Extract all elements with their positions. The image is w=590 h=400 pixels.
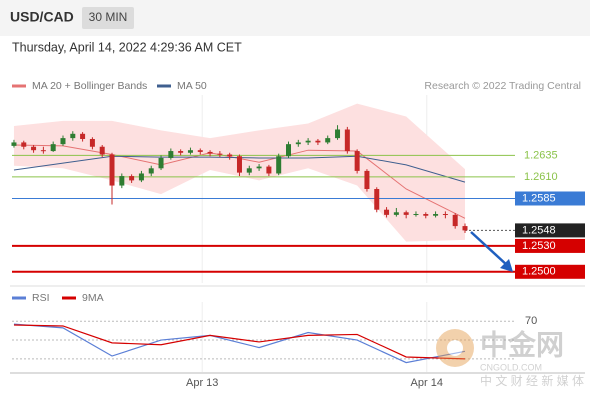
level-label-box <box>515 223 585 238</box>
candle-body <box>374 189 380 210</box>
candle-body <box>236 156 242 173</box>
legend-label: MA 50 <box>177 80 207 92</box>
candle-body <box>207 151 213 154</box>
level-label-box <box>515 264 585 279</box>
candle-body <box>315 140 321 143</box>
level-label-box <box>515 191 585 206</box>
candle-body <box>413 214 419 216</box>
level-label: 1.2610 <box>524 171 558 183</box>
candle-body <box>129 176 135 181</box>
level-label: 1.2548 <box>522 224 556 236</box>
legend-label: 9MA <box>82 292 104 304</box>
legend-label: MA 20 + Bollinger Bands <box>32 80 147 92</box>
candle-body <box>60 138 66 145</box>
symbol: USD/CAD <box>10 9 74 25</box>
candle-body <box>452 214 458 227</box>
candle-body <box>70 133 76 139</box>
forecast-arrow <box>470 231 509 267</box>
x-tick-label: Apr 14 <box>411 377 443 389</box>
watermark-logo <box>447 340 463 356</box>
candle-body <box>148 168 154 174</box>
candle-body <box>256 166 262 169</box>
candle-body <box>335 129 341 139</box>
candle-body <box>354 151 360 171</box>
candle-body <box>99 146 105 155</box>
credit: Research © 2022 Trading Central <box>424 80 581 92</box>
level-label: 1.2585 <box>522 192 556 204</box>
legend-label: RSI <box>32 292 50 304</box>
forecast-arrowhead <box>500 259 513 272</box>
candle-body <box>197 150 203 152</box>
candle-body <box>138 173 144 181</box>
candle-body <box>158 157 164 169</box>
candle-body <box>276 156 282 174</box>
level-label: 1.2635 <box>524 149 558 161</box>
candle-body <box>31 146 37 151</box>
candle-body <box>325 138 331 143</box>
level-label-box <box>515 238 585 253</box>
candle-body <box>109 154 115 186</box>
candle-body <box>40 150 46 152</box>
candle-body <box>11 142 17 146</box>
rsi-tick-label: 70 <box>525 315 537 327</box>
level-label: 1.2500 <box>522 266 556 278</box>
rsi-line <box>13 324 466 360</box>
candle-body <box>89 138 95 147</box>
candle-body <box>384 209 390 215</box>
candle-body <box>295 142 301 145</box>
candle-body <box>442 214 448 216</box>
candle-body <box>168 151 174 158</box>
watermark-logo <box>436 329 474 367</box>
candle-body <box>21 142 27 147</box>
watermark-text: 中 文 财 经 新 媒 体 <box>480 373 584 388</box>
candle-body <box>344 129 350 152</box>
candle-body <box>50 144 56 152</box>
candle-body <box>119 176 125 186</box>
candle-body <box>286 144 292 157</box>
candle-body <box>266 166 272 174</box>
candle-body <box>364 170 370 189</box>
candle-body <box>393 212 399 215</box>
watermark-text: 中金网 <box>480 328 564 360</box>
timestamp: Thursday, April 14, 2022 4:29:36 AM CET <box>12 40 242 54</box>
candle-body <box>423 214 429 216</box>
interval: 30 MIN <box>89 10 128 24</box>
candle-body <box>80 133 86 139</box>
candle-body <box>305 140 311 143</box>
candle-body <box>403 212 409 215</box>
candle-body <box>462 226 468 231</box>
watermark-text: CNGOLD.COM <box>480 362 542 372</box>
candle-body <box>246 168 252 173</box>
level-label: 1.2530 <box>522 240 556 252</box>
interval-badge <box>82 7 134 29</box>
x-tick-label: Apr 13 <box>186 377 218 389</box>
candle-body <box>433 214 439 216</box>
moving-average <box>13 155 466 183</box>
rsi-line <box>13 323 466 364</box>
candle-body <box>187 150 193 153</box>
candle-body <box>178 151 184 153</box>
candle-body <box>227 154 233 157</box>
candle-body <box>217 153 223 155</box>
